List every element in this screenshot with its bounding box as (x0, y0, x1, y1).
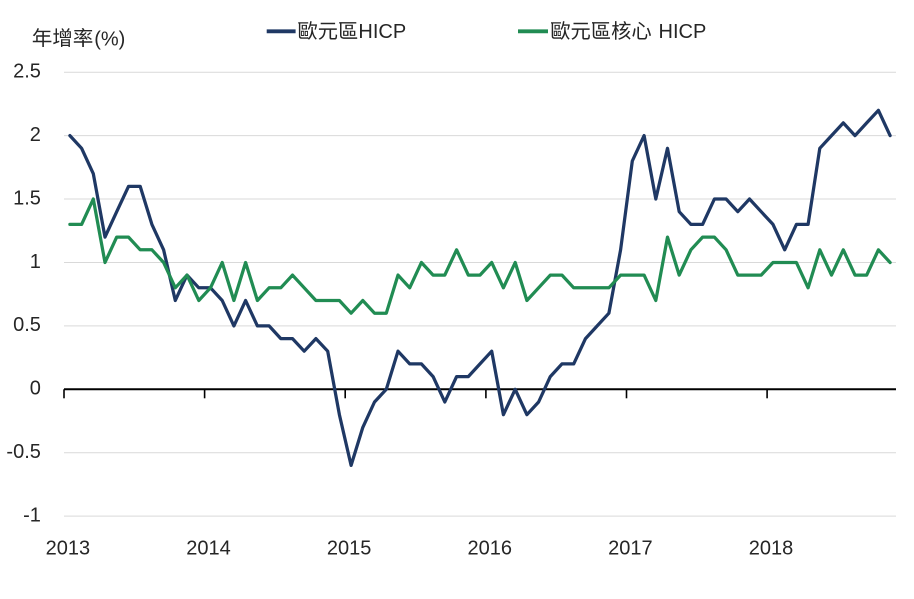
svg-text:0: 0 (30, 378, 41, 400)
svg-text:HICP: HICP (358, 21, 406, 43)
svg-text:2013: 2013 (46, 538, 91, 560)
svg-text:-1: -1 (23, 504, 41, 526)
svg-text:HICP: HICP (659, 21, 707, 43)
svg-text:0.5: 0.5 (13, 314, 41, 336)
svg-text:2014: 2014 (186, 538, 231, 560)
svg-text:2016: 2016 (468, 538, 513, 560)
svg-text:2: 2 (30, 124, 41, 146)
svg-text:2.5: 2.5 (13, 61, 41, 83)
svg-text:1: 1 (30, 251, 41, 273)
svg-text:2017: 2017 (608, 538, 653, 560)
svg-text:-0.5: -0.5 (6, 441, 40, 463)
svg-text:(%): (%) (94, 29, 125, 51)
svg-text:1.5: 1.5 (13, 187, 41, 209)
svg-text:2015: 2015 (327, 538, 372, 560)
svg-text:2018: 2018 (749, 538, 794, 560)
